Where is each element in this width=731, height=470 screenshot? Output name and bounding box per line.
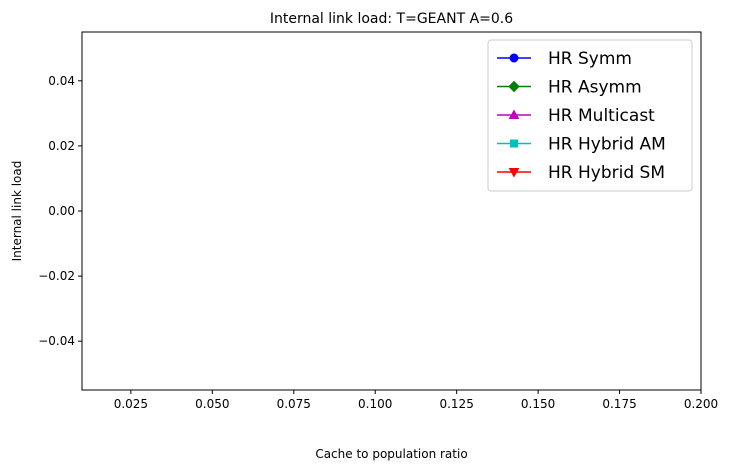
legend-marker [508, 80, 520, 93]
legend-marker [509, 53, 519, 63]
y-tick-label: 0.00 [48, 204, 75, 218]
x-tick-label: 0.050 [195, 397, 229, 411]
y-axis-label: Internal link load [10, 161, 24, 262]
legend-marker [508, 168, 520, 178]
x-axis-label: Cache to population ratio [315, 447, 467, 461]
x-tick-label: 0.100 [358, 397, 392, 411]
legend-label: HR Hybrid SM [548, 163, 665, 183]
chart-title: Internal link load: T=GEANT A=0.6 [270, 11, 513, 27]
y-tick-label: −0.02 [38, 269, 75, 283]
x-tick-label: 0.075 [277, 397, 311, 411]
legend-marker [508, 109, 520, 119]
legend-label: HR Asymm [548, 78, 642, 98]
y-tick-label: 0.02 [48, 139, 75, 153]
legend-marker [510, 139, 518, 148]
x-tick-label: 0.150 [521, 397, 555, 411]
x-tick-label: 0.125 [439, 397, 473, 411]
legend: HR Symm HR Asymm HR Multicast HR Hybrid AM H… [487, 39, 693, 192]
x-tick-label: 0.200 [684, 397, 718, 411]
x-tick-label: 0.025 [114, 397, 148, 411]
x-tick-label: 0.175 [602, 397, 636, 411]
y-tick-label: 0.04 [48, 74, 75, 88]
legend-frame [487, 39, 693, 192]
x-axis: 0.025 0.050 0.075 0.100 0.125 0.150 0.175 0.200 [114, 390, 718, 411]
legend-label: HR Multicast [548, 106, 655, 126]
y-tick-label: −0.04 [38, 334, 75, 348]
legend-label: HR Symm [548, 49, 632, 69]
y-axis: 0.04 0.02 0.00 −0.02 −0.04 [38, 74, 82, 348]
legend-label: HR Hybrid AM [548, 135, 666, 155]
